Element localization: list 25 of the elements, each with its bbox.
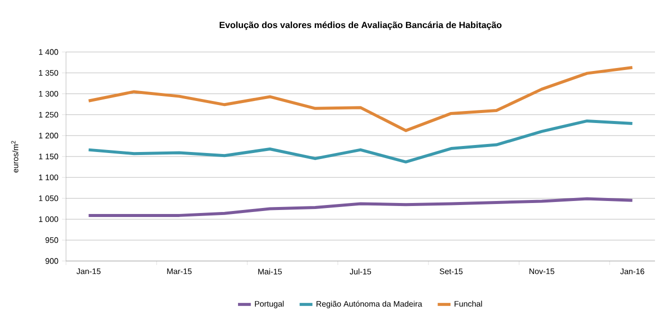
line-series: [87, 66, 634, 132]
y-tick-label: 1 200: [39, 132, 58, 138]
legend-label: Região Autónoma da Madeira: [316, 300, 422, 308]
x-tick-label: Mai-15: [258, 268, 282, 274]
y-tick-label: 1 400: [39, 49, 58, 55]
x-tick-label: Nov-15: [530, 268, 554, 274]
x-tick-label: Set-15: [440, 268, 463, 274]
y-tick-label: 1 350: [39, 70, 58, 76]
y-tick-label: 900: [45, 258, 58, 264]
x-tick-label: Jul-15: [350, 268, 372, 274]
line-series: [87, 119, 634, 164]
x-tick-label: Mar-15: [167, 268, 192, 274]
y-tick-label: 1 150: [39, 154, 58, 160]
y-tick-label: 1 050: [39, 195, 58, 202]
chart-title: Evolução dos valores médios de Avaliação Bancária de Habitação: [220, 21, 502, 30]
y-tick-label: 1 300: [39, 90, 58, 97]
y-tick-label: 1 250: [39, 112, 58, 118]
legend-label: Funchal: [454, 300, 482, 307]
x-tick-label: Jan-15: [76, 268, 101, 274]
y-tick-label: 1 100: [39, 174, 58, 180]
legend-label: Portugal: [254, 300, 284, 308]
y-tick-label: 950: [45, 237, 58, 243]
y-tick-label: 1 000: [39, 216, 58, 222]
y-axis-title: euros/m$^{2}$: [11, 140, 18, 173]
x-tick-label: Jan-16: [620, 268, 644, 274]
